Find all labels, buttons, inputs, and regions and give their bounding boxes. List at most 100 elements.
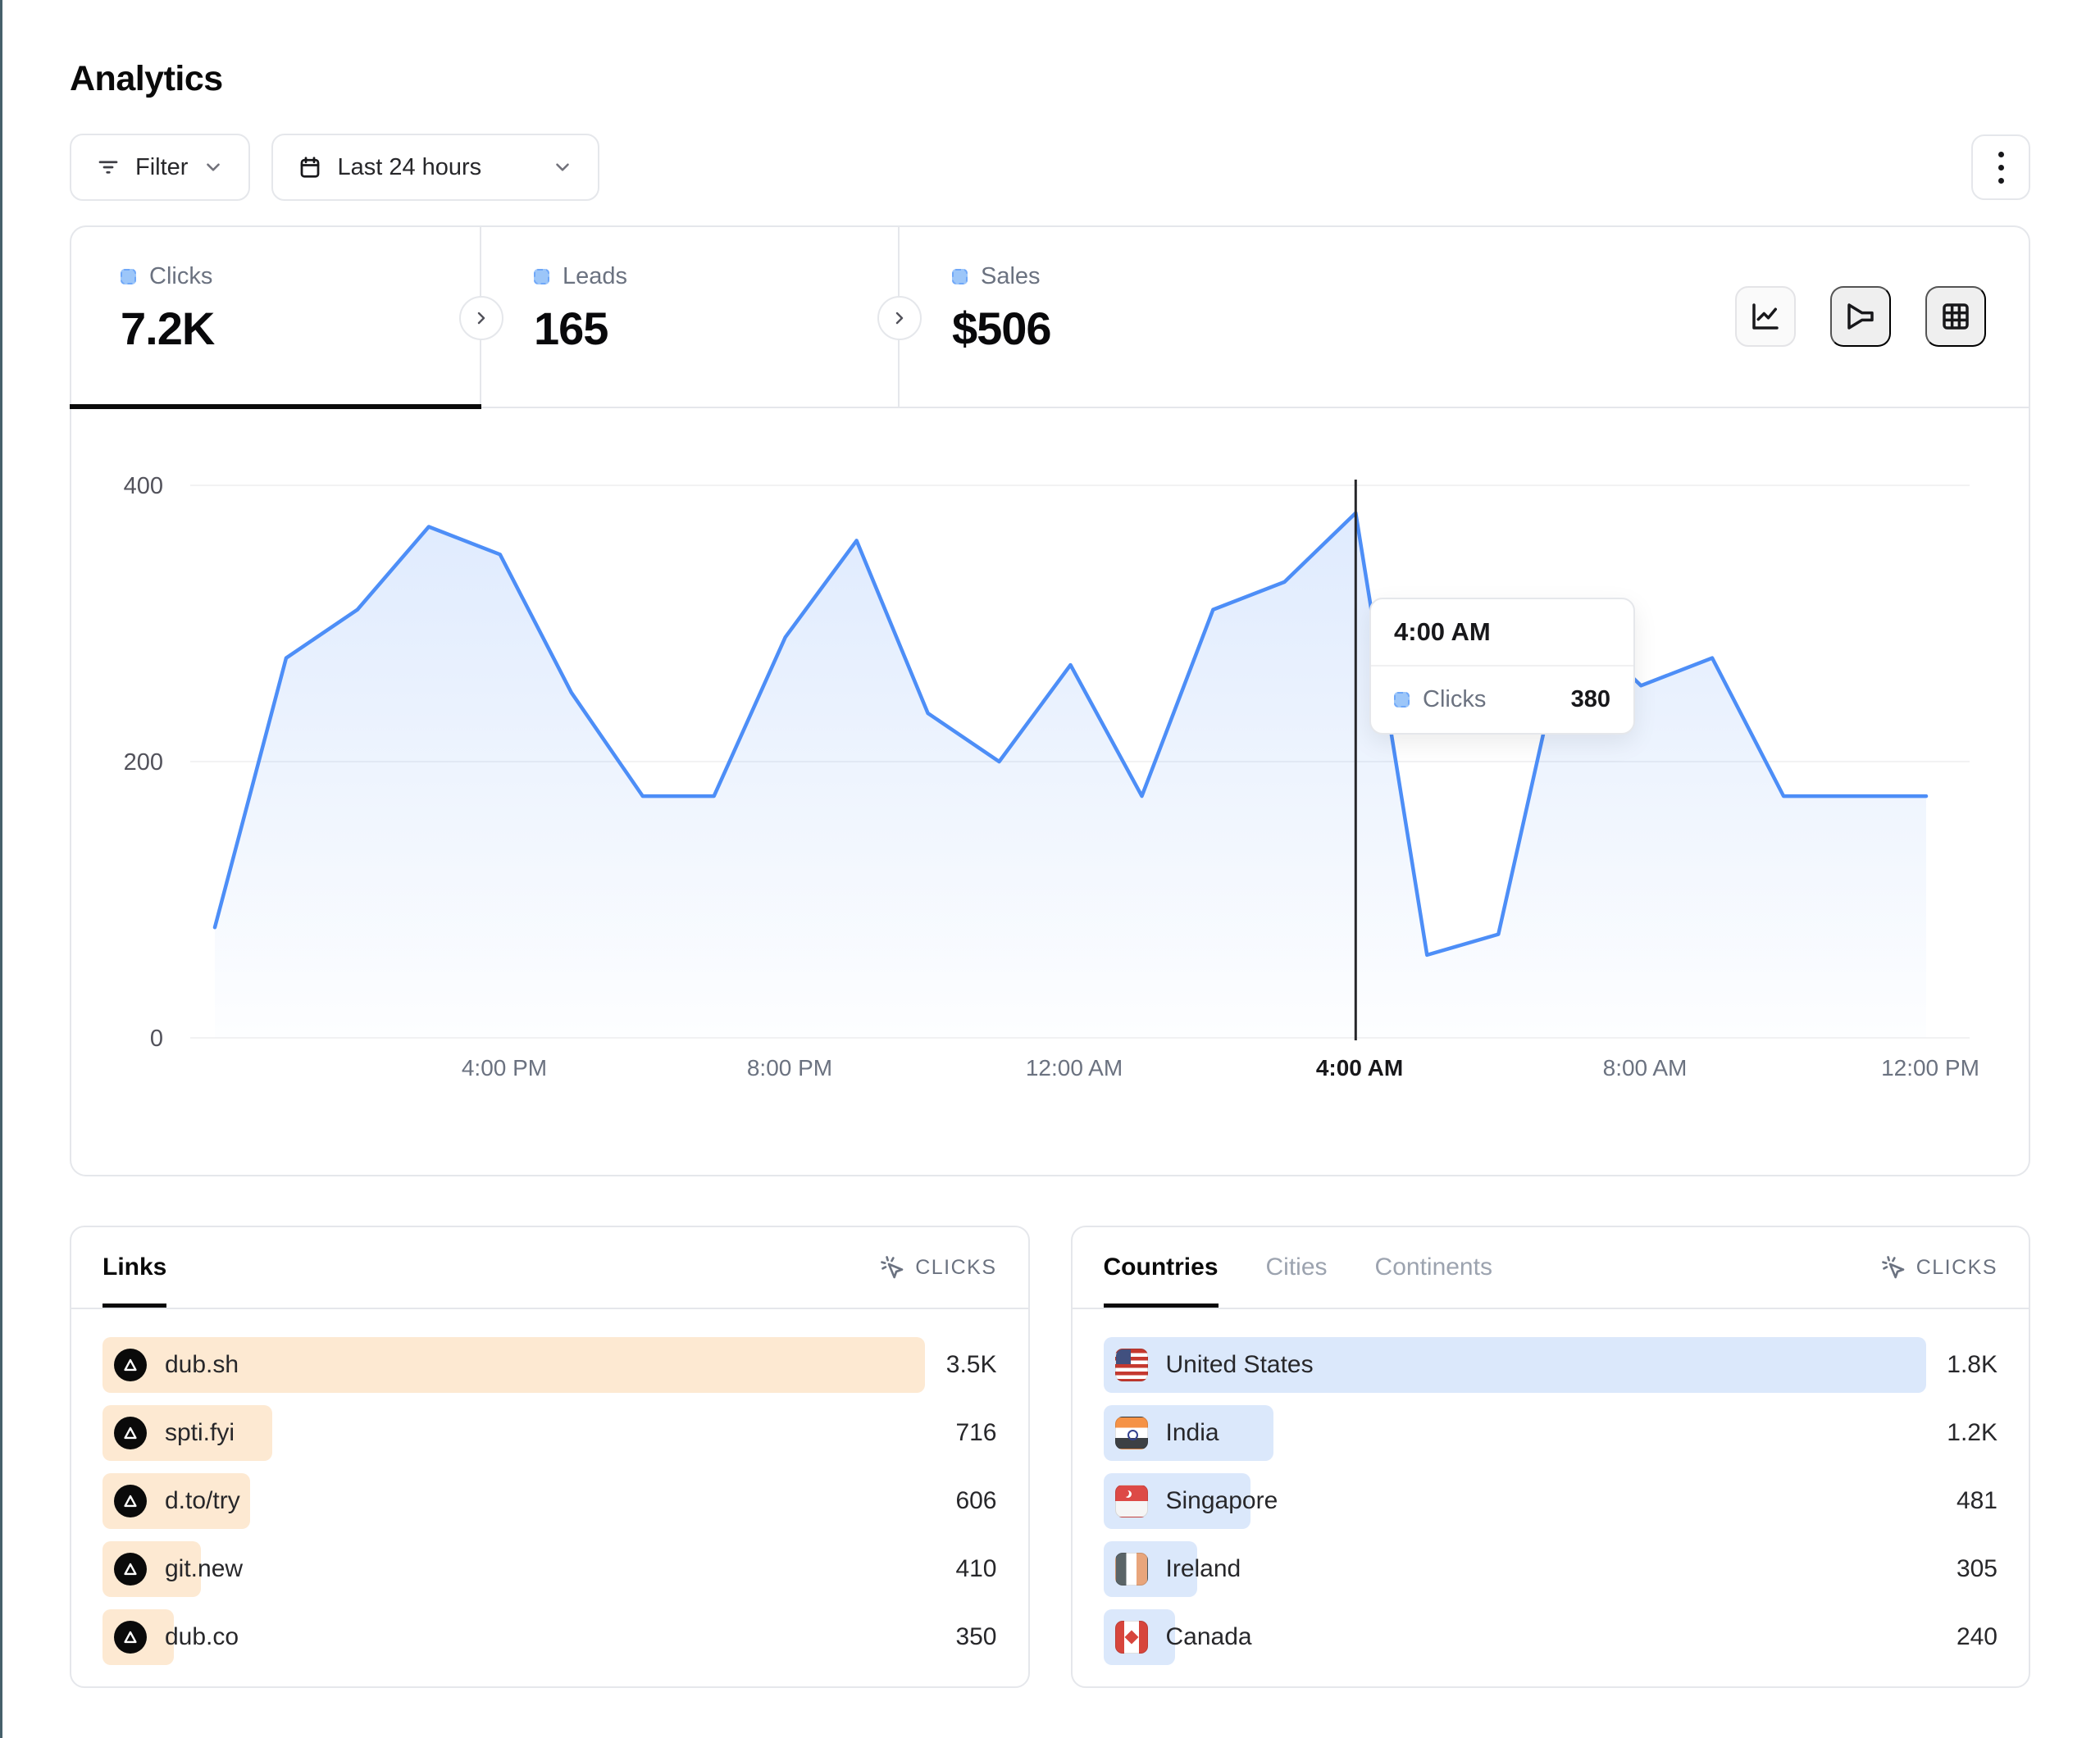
expand-leads-button[interactable] [459,296,503,340]
stat-label: Clicks [149,263,213,289]
stat-label: Sales [981,263,1041,289]
stat-value: 7.2K [121,303,215,354]
line-chart-icon [1752,303,1779,330]
table-view-button[interactable] [1925,286,1986,347]
stats-row: Clicks 7.2K Leads 165 Sales $506 [70,227,2029,409]
country-clicks-value: 1.8K [1947,1351,1998,1378]
country-row[interactable]: Singapore 481 [1103,1473,1998,1529]
toolbar: Filter Last 24 hours [70,134,2030,201]
link-clicks-value: 410 [955,1555,997,1582]
link-label: dub.co [165,1623,239,1650]
ireland-flag-icon [1114,1553,1148,1586]
link-clicks-value: 716 [955,1419,997,1446]
link-clicks-value: 3.5K [945,1351,997,1378]
country-clicks-value: 1.2K [1947,1419,1998,1446]
cursor-click-icon [1881,1256,1905,1279]
y-axis-tick: 400 [123,473,163,499]
chevron-down-icon [207,163,221,171]
breakdown-panels: Links CLICKS dub.sh 3.5K [70,1226,2030,1726]
link-clicks-value: 350 [955,1623,997,1650]
clicks-series-swatch [121,269,136,284]
stat-tab-sales[interactable]: Sales $506 [900,227,1052,407]
y-axis-tick: 200 [123,749,163,776]
stat-value: 165 [534,303,608,354]
tooltip-time: 4:00 AM [1371,599,1633,667]
clicks-area-chart[interactable]: 400 200 0 4:00 PM 8:00 PM 12:00 AM [71,408,2029,1175]
calendar-icon [301,157,320,178]
link-row[interactable]: d.to/try 606 [102,1473,997,1529]
date-range-label: Last 24 hours [337,153,482,180]
links-metric-label: CLICKS [915,1255,997,1279]
tooltip-series-swatch [1394,692,1410,707]
chart-view-switcher [1735,286,1986,347]
link-bar [102,1337,926,1393]
filter-lines-icon [98,161,118,174]
link-clicks-value: 606 [955,1487,997,1514]
x-axis-tick: 8:00 PM [746,1055,833,1081]
expand-sales-button[interactable] [877,296,922,340]
geo-metric-header[interactable]: CLICKS [1880,1254,1998,1281]
country-row[interactable]: Canada 240 [1103,1609,1998,1665]
clicks-line [212,511,1929,958]
chevron-down-icon [556,163,570,171]
geo-panel: Countries Cities Continents CLICKS Uni [1070,1226,2030,1688]
stat-tab-leads[interactable]: Leads 165 [481,227,900,407]
filter-button-label: Filter [135,153,189,180]
link-row[interactable]: dub.co 350 [102,1609,997,1665]
stat-tab-clicks[interactable]: Clicks 7.2K [70,227,481,409]
tab-countries[interactable]: Countries [1103,1227,1219,1308]
page-title: Analytics [70,59,223,98]
stat-value: $506 [952,303,1052,354]
country-label: Singapore [1165,1487,1278,1514]
country-row[interactable]: Ireland 305 [1103,1541,1998,1597]
country-row[interactable]: United States 1.8K [1103,1337,1998,1393]
country-row[interactable]: India 1.2K [1103,1405,1998,1461]
x-axis-tick: 8:00 AM [1602,1055,1688,1081]
kebab-dot [1998,151,2004,157]
country-clicks-value: 240 [1956,1623,1998,1650]
more-menu-button[interactable] [1971,134,2030,200]
dub-logo-icon [114,1349,147,1381]
sales-series-swatch [952,269,968,284]
line-chart-view-button[interactable] [1735,286,1796,347]
singapore-flag-icon [1114,1485,1148,1517]
funnel-icon [1847,303,1874,330]
tab-links[interactable]: Links [102,1227,167,1308]
tooltip-value: 380 [1570,686,1610,712]
india-flag-icon [1114,1417,1148,1449]
date-range-button[interactable]: Last 24 hours [271,134,600,201]
link-row[interactable]: dub.sh 3.5K [102,1337,997,1393]
us-flag-icon [1114,1349,1148,1381]
link-label: spti.fyi [165,1419,235,1446]
tab-cities[interactable]: Cities [1265,1253,1328,1281]
dub-logo-icon [114,1553,147,1586]
tooltip-series-label: Clicks [1423,686,1487,712]
country-label: United States [1165,1351,1314,1378]
cursor-click-icon [881,1256,904,1279]
x-axis-tick: 12:00 PM [1881,1055,1979,1081]
canada-flag-icon [1114,1621,1148,1654]
filter-button[interactable]: Filter [70,134,251,201]
x-axis-tick: 4:00 PM [461,1055,548,1081]
country-label: India [1165,1419,1219,1446]
funnel-view-button[interactable] [1830,286,1891,347]
links-metric-header[interactable]: CLICKS [879,1254,996,1281]
chart-tooltip: 4:00 AM Clicks 380 [1369,598,1635,735]
dub-logo-icon [114,1621,147,1654]
geo-metric-label: CLICKS [1916,1255,1998,1279]
country-label: Canada [1165,1623,1252,1650]
link-label: d.to/try [165,1487,240,1514]
area-fill [215,512,1926,1038]
analytics-card: Clicks 7.2K Leads 165 Sales $506 [70,225,2030,1176]
link-label: dub.sh [165,1351,239,1378]
kebab-dot [1998,164,2004,171]
y-axis-tick: 0 [149,1026,163,1052]
tab-continents[interactable]: Continents [1374,1253,1492,1281]
link-row[interactable]: spti.fyi 716 [102,1405,997,1461]
chevron-right-icon [477,312,485,325]
chart-plot-area[interactable] [190,476,1970,1050]
link-row[interactable]: git.new 410 [102,1541,997,1597]
stat-label: Leads [563,263,628,289]
table-grid-icon [1943,303,1969,330]
dub-logo-icon [114,1417,147,1449]
